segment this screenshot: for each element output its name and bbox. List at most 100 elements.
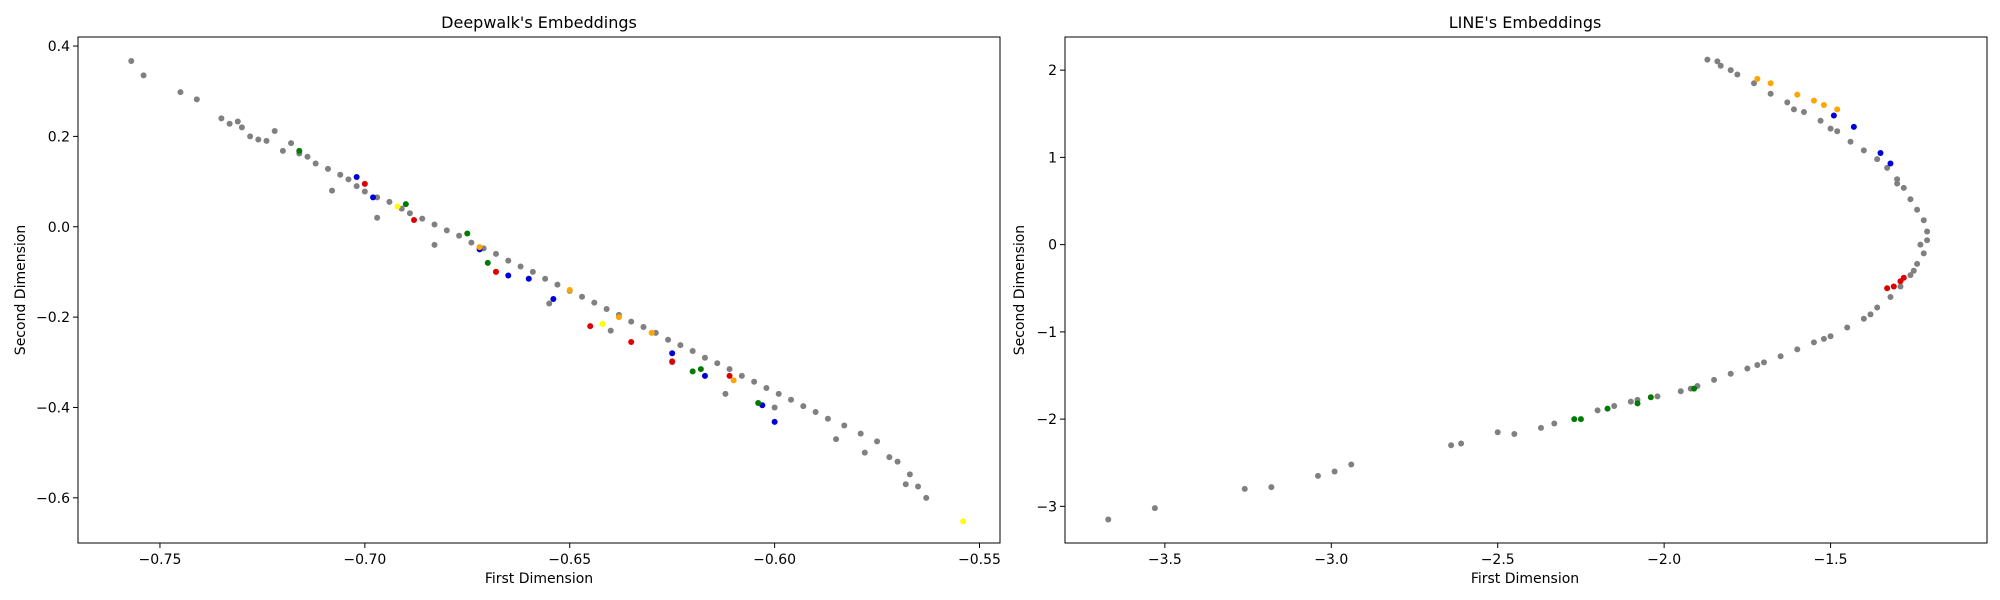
- line-point-gray: [1920, 217, 1927, 224]
- line-point-gray: [1727, 67, 1734, 74]
- deepwalk-point-gray: [554, 281, 561, 288]
- line-point-gray: [1494, 429, 1501, 436]
- line-point-gray: [1794, 346, 1801, 353]
- line-point-gray: [1874, 156, 1881, 163]
- line-point-gray: [1924, 237, 1931, 244]
- line-point-blue: [1830, 112, 1837, 119]
- deepwalk-point-gray: [529, 268, 536, 275]
- deepwalk-point-gray: [546, 300, 553, 307]
- line-point-gray: [1767, 90, 1774, 97]
- deepwalk-point-gray: [374, 214, 381, 221]
- line-point-gray: [1551, 420, 1558, 427]
- line-point-gray: [1241, 485, 1248, 492]
- deepwalk-y-tick-label: −0.4: [36, 400, 70, 416]
- deepwalk-point-gray: [714, 360, 721, 367]
- deepwalk-point-gray: [771, 404, 778, 411]
- line-point-gray: [1914, 260, 1921, 267]
- deepwalk-plot-area: [77, 36, 1001, 544]
- line-point-gray: [1924, 228, 1931, 235]
- deepwalk-point-blue: [669, 350, 676, 357]
- line-y-axis-label: Second Dimension: [1012, 225, 1028, 355]
- line-point-red: [1884, 285, 1891, 292]
- line-point-gray: [1458, 440, 1465, 447]
- deepwalk-point-gray: [329, 187, 336, 194]
- line-point-gray: [1790, 106, 1797, 113]
- deepwalk-point-gray: [738, 372, 745, 379]
- deepwalk-point-gray: [234, 118, 241, 125]
- deepwalk-point-gray: [607, 327, 614, 334]
- deepwalk-point-gray: [722, 390, 729, 397]
- deepwalk-point-orange: [615, 314, 622, 321]
- line-point-gray: [1537, 424, 1544, 431]
- line-point-gray: [1884, 164, 1891, 171]
- deepwalk-point-orange: [730, 377, 737, 384]
- deepwalk-point-gray: [763, 385, 770, 392]
- deepwalk-ticks: −0.75 −0.70 −0.65 −0.60 −0.55 0.4 0.2 0.0 −0.2 −0…: [36, 39, 1001, 568]
- deepwalk-point-gray: [468, 239, 475, 246]
- line-points: [1105, 56, 1931, 523]
- deepwalk-point-green: [296, 147, 303, 154]
- line-x-tick-label: −3.0: [1314, 552, 1348, 568]
- line-point-gray: [1867, 311, 1874, 318]
- line-x-tick-label: −3.5: [1148, 552, 1182, 568]
- deepwalk-point-gray: [517, 263, 524, 270]
- deepwalk-x-tick-label: −0.75: [139, 552, 182, 568]
- line-point-gray: [1827, 125, 1834, 132]
- deepwalk-point-blue: [353, 174, 360, 181]
- line-y-tick-label: 0: [1048, 238, 1057, 254]
- line-point-gray: [1611, 403, 1618, 410]
- line-point-gray: [1711, 376, 1718, 383]
- deepwalk-point-gray: [312, 160, 319, 167]
- deepwalk-point-gray: [751, 378, 758, 385]
- deepwalk-point-green: [402, 201, 409, 208]
- deepwalk-point-red: [411, 216, 418, 223]
- deepwalk-point-red: [628, 338, 635, 345]
- line-point-gray: [1847, 138, 1854, 145]
- deepwalk-chart-title: Deepwalk's Embeddings: [441, 13, 637, 32]
- deepwalk-point-blue: [370, 194, 377, 201]
- deepwalk-point-gray: [218, 115, 225, 122]
- deepwalk-point-gray: [542, 275, 549, 282]
- deepwalk-panel: Deepwalk's Embeddings −0.75 −0.70 −0.65 −0.…: [13, 13, 1001, 587]
- line-point-gray: [1727, 370, 1734, 377]
- line-point-green: [1691, 385, 1698, 392]
- deepwalk-point-gray: [271, 127, 278, 134]
- line-y-tick-label: 1: [1048, 150, 1057, 166]
- deepwalk-point-gray: [226, 120, 233, 127]
- deepwalk-y-tick-label: 0.4: [48, 39, 70, 55]
- deepwalk-x-tick-label: −0.65: [548, 552, 591, 568]
- deepwalk-point-gray: [640, 324, 647, 331]
- line-point-gray: [1897, 283, 1904, 290]
- deepwalk-point-gray: [775, 390, 782, 397]
- deepwalk-point-gray: [505, 257, 512, 264]
- line-point-gray: [1920, 250, 1927, 257]
- line-point-green: [1604, 405, 1611, 412]
- line-point-gray: [1314, 472, 1321, 479]
- line-point-blue: [1877, 150, 1884, 157]
- deepwalk-point-green: [484, 259, 491, 266]
- deepwalk-point-gray: [263, 137, 270, 144]
- deepwalk-point-gray: [406, 210, 413, 217]
- line-point-gray: [1734, 71, 1741, 78]
- deepwalk-point-gray: [726, 366, 733, 373]
- line-point-gray: [1820, 335, 1827, 342]
- deepwalk-point-gray: [886, 454, 893, 461]
- deepwalk-point-blue: [771, 418, 778, 425]
- line-point-red: [1890, 283, 1897, 290]
- deepwalk-point-gray: [628, 318, 635, 325]
- deepwalk-point-gray: [345, 176, 352, 183]
- deepwalk-point-blue: [550, 296, 557, 303]
- line-x-tick-label: −1.5: [1814, 552, 1848, 568]
- deepwalk-point-gray: [824, 415, 831, 422]
- line-point-gray: [1827, 333, 1834, 340]
- line-x-tick-label: −2.5: [1481, 552, 1515, 568]
- line-point-gray: [1914, 206, 1921, 213]
- deepwalk-point-gray: [304, 153, 311, 160]
- deepwalk-point-red: [587, 323, 594, 330]
- deepwalk-point-gray: [456, 232, 463, 239]
- line-point-gray: [1800, 109, 1807, 116]
- deepwalk-point-gray: [177, 89, 184, 96]
- line-point-gray: [1151, 505, 1158, 512]
- deepwalk-point-gray: [255, 136, 262, 143]
- deepwalk-point-blue: [525, 275, 532, 282]
